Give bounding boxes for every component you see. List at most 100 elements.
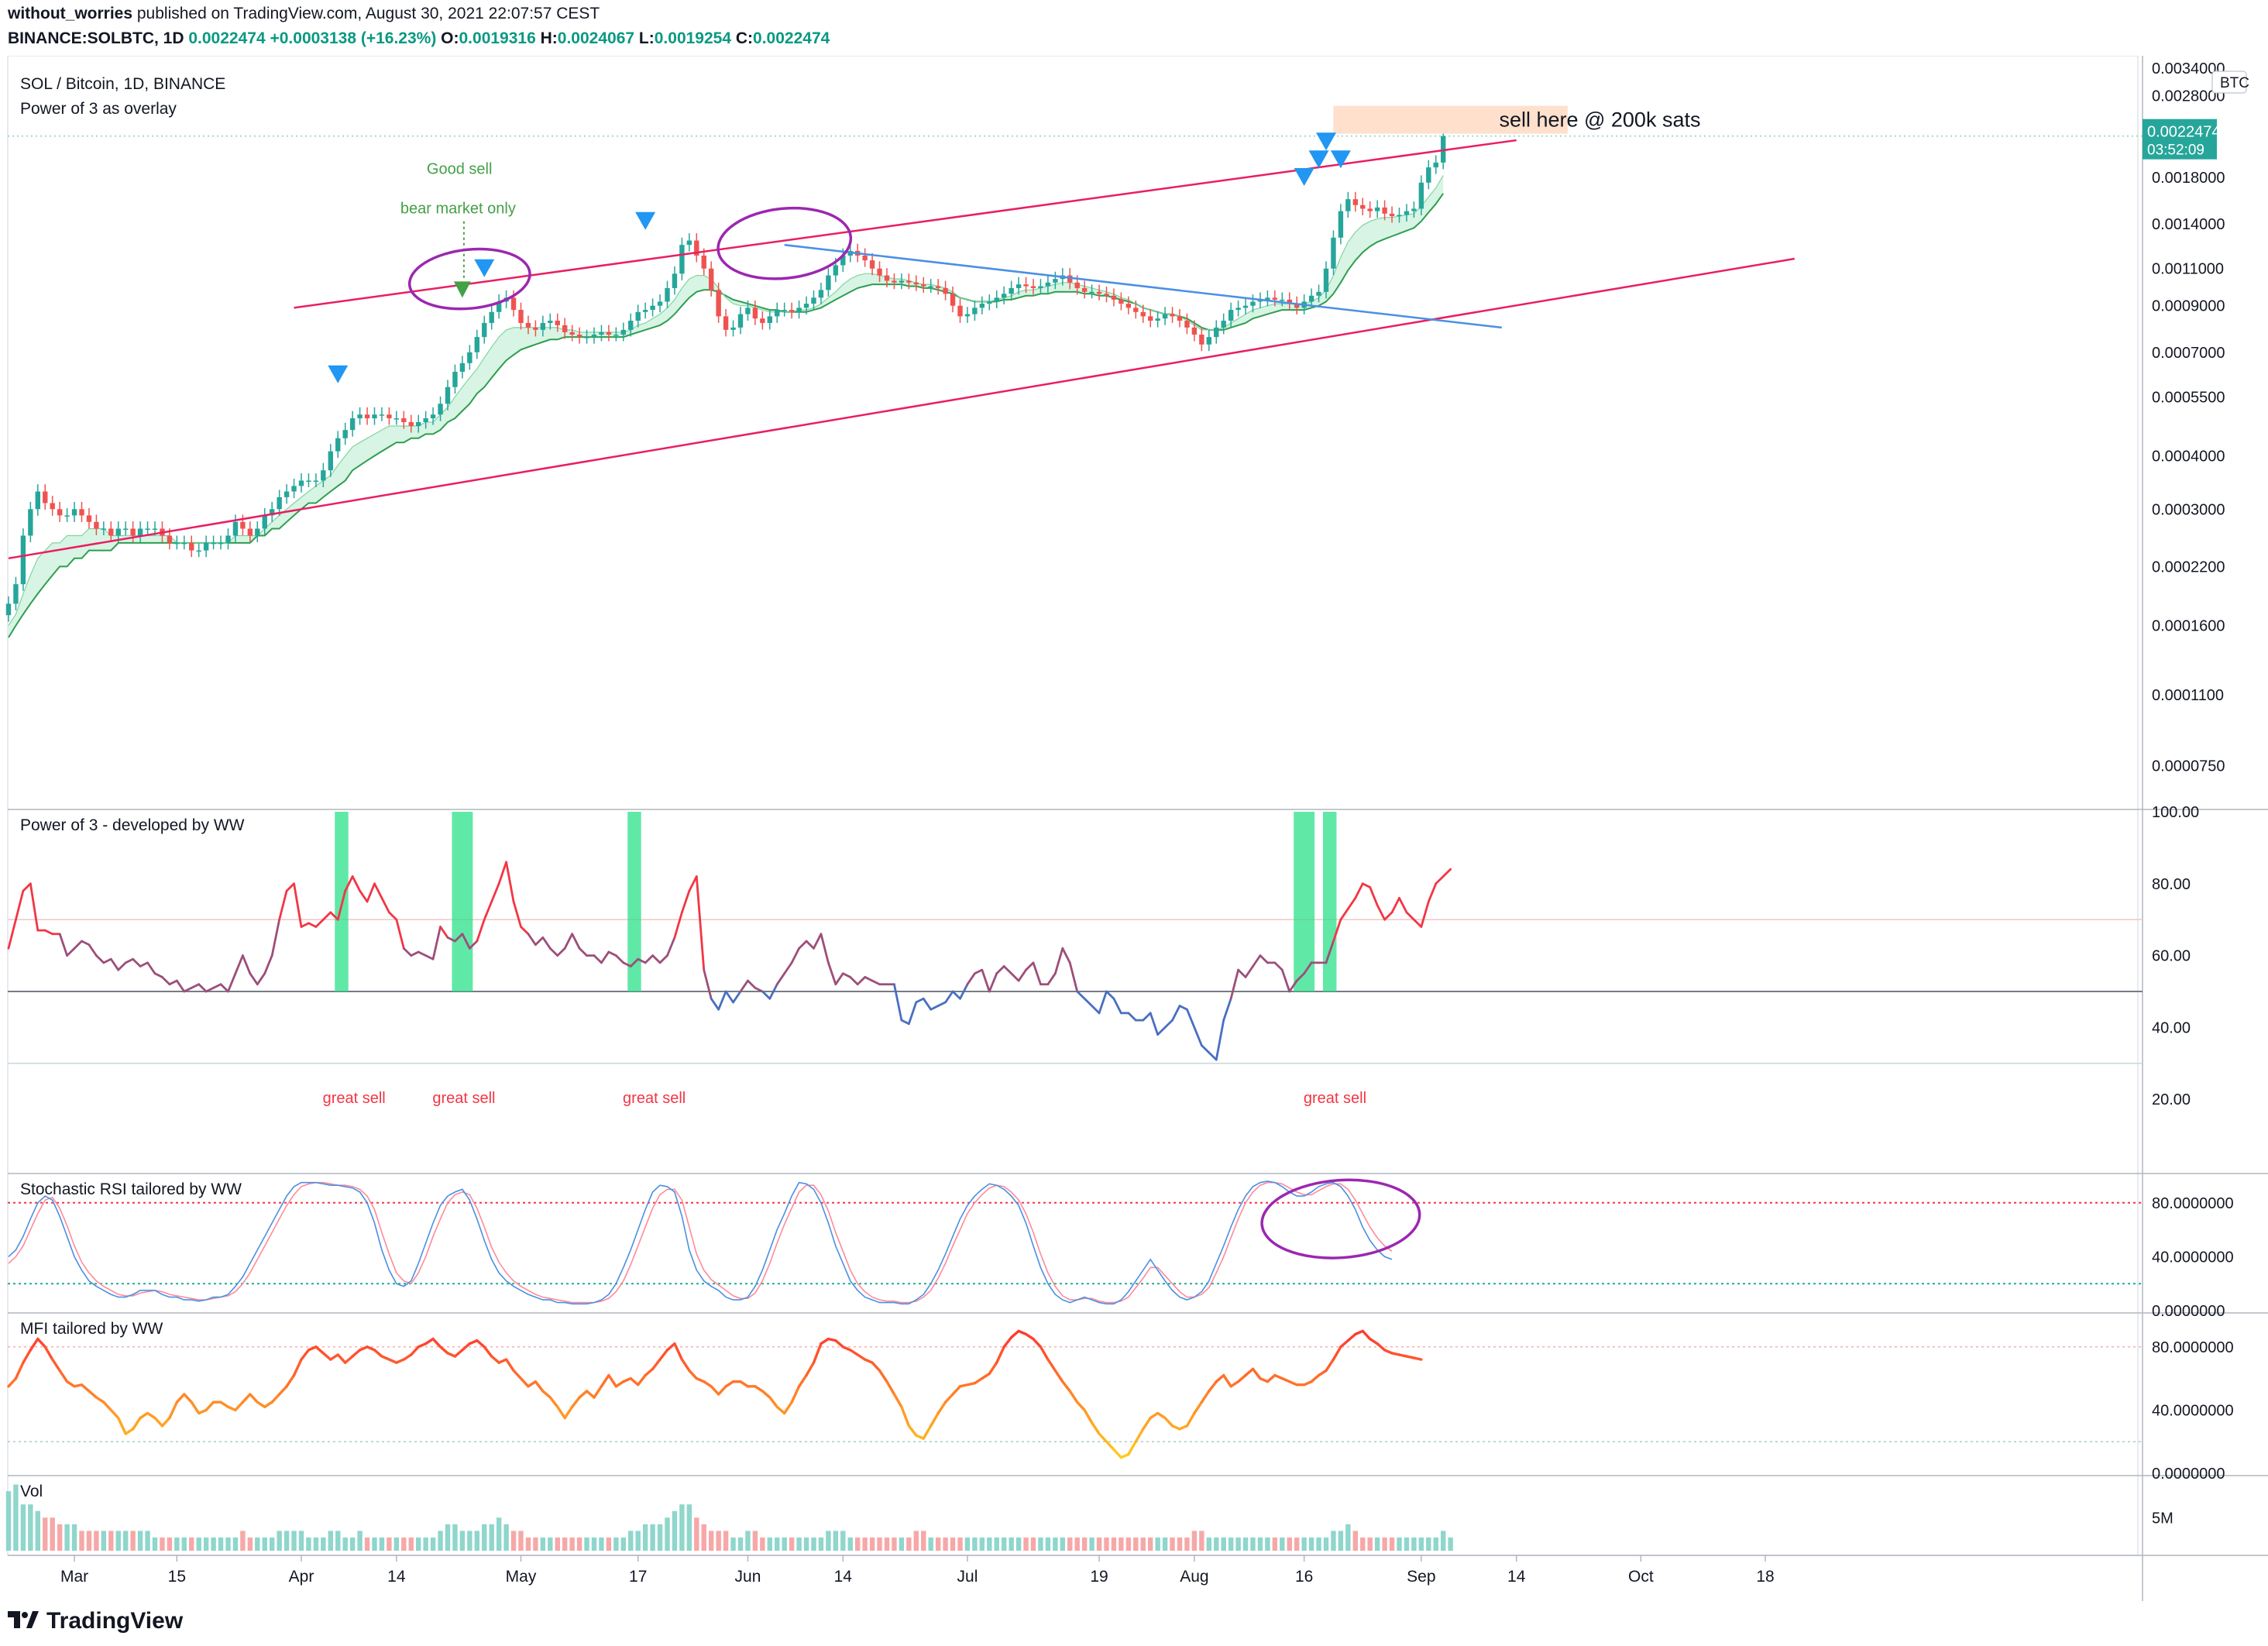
volume-bar (328, 1531, 333, 1551)
candle-body (686, 240, 692, 246)
candle-body (811, 297, 816, 304)
volume-bar (1352, 1531, 1358, 1551)
candle-body (694, 240, 699, 256)
candle-body (438, 404, 443, 415)
candle-body (94, 521, 99, 529)
mfi-line-segment (570, 1396, 581, 1409)
candle-body (745, 308, 751, 314)
chart-frame (7, 56, 2139, 1556)
pow3-line-segment (1295, 972, 1306, 982)
pow3-line-segment (732, 990, 742, 1004)
mfi-line-segment (102, 1400, 113, 1412)
good-sell-triangle (453, 281, 471, 298)
pow3-line-segment (256, 972, 266, 986)
pow3-line-segment (1142, 1012, 1152, 1022)
currency-badge (2211, 70, 2247, 94)
candle-body (906, 280, 912, 283)
pow3-line-segment (468, 940, 479, 950)
mfi-line-segment (775, 1405, 786, 1415)
pow3-line-segment (936, 1001, 947, 1007)
indicator-title: MFI tailored by WW (20, 1320, 163, 1338)
candle-body (672, 273, 678, 288)
volume-bar (599, 1537, 604, 1551)
time-tick-label: 15 (168, 1568, 186, 1586)
indicator-title: Stochastic RSI tailored by WW (20, 1180, 242, 1198)
mfi-line-segment (593, 1385, 603, 1399)
candle-body (1235, 308, 1241, 311)
indicator-tick-label: 80.00 (2152, 876, 2191, 893)
candle-body (987, 301, 992, 304)
volume-bar (408, 1537, 414, 1551)
pow3-line-segment (644, 954, 654, 964)
volume-bar (28, 1504, 33, 1551)
candle-body (1272, 297, 1278, 300)
mfi-line-segment (1310, 1373, 1321, 1383)
published-text: published on TradingView.com, August 30,… (136, 5, 600, 22)
publisher-line: without_worries published on TradingView… (8, 5, 600, 23)
pow3-line-segment (497, 861, 507, 885)
mfi-line-segment (900, 1405, 911, 1428)
mfi-line-segment (1208, 1380, 1218, 1393)
mfi-line-segment (58, 1369, 69, 1383)
pow3-line-segment (308, 922, 318, 928)
pow3-line-segment (314, 918, 325, 928)
candle-body (1250, 301, 1256, 306)
volume-bar (101, 1531, 107, 1551)
descending-trendline (784, 243, 1502, 329)
volume-bar (855, 1537, 861, 1551)
low-value: 0.0019254 (654, 29, 732, 47)
mfi-line-segment (219, 1400, 230, 1409)
pow3-line-segment (1237, 968, 1247, 978)
volume-bar (247, 1537, 253, 1551)
close-value: 0.0022474 (753, 29, 830, 47)
candle-body (79, 509, 84, 516)
candle-body (548, 321, 553, 323)
pow3-line-segment (387, 911, 398, 921)
indicator-tick-label: 40.00 (2152, 1019, 2191, 1036)
volume-bar (1404, 1537, 1410, 1551)
pow3-line-segment (1163, 1019, 1174, 1029)
publisher-name[interactable]: without_worries (8, 5, 133, 22)
price-tick-label: 0.0018000 (2152, 170, 2225, 187)
volume-bar (950, 1537, 956, 1551)
pow3-line-segment (541, 936, 552, 950)
pow3-line-segment (944, 990, 954, 1004)
candle-body (1382, 207, 1387, 214)
pow3-line-segment (58, 933, 68, 957)
volume-bar (1170, 1537, 1175, 1551)
mfi-line-segment (1376, 1342, 1387, 1352)
mfi-line-segment (512, 1369, 523, 1380)
pow3-line-segment (1229, 968, 1239, 1000)
volume-bar (445, 1524, 451, 1551)
candle-body (913, 282, 919, 285)
candle-body (247, 528, 253, 536)
volume-bar (709, 1531, 714, 1551)
pow3-line-segment (1390, 896, 1400, 914)
mfi-line-segment (14, 1361, 25, 1380)
volume-bar (1015, 1537, 1022, 1551)
tradingview-brand[interactable]: TradingView (46, 1608, 184, 1634)
pow3-line-segment (1025, 961, 1035, 971)
volume-bar (686, 1504, 692, 1551)
candle-body (818, 290, 824, 298)
pow3-line-segment (43, 929, 54, 936)
pow3-highlight (627, 812, 641, 991)
open-value: 0.0019316 (459, 29, 536, 47)
candle-body (1214, 327, 1219, 338)
mfi-line-segment (1222, 1373, 1232, 1388)
mfi-line-segment (453, 1349, 464, 1358)
candle-body (555, 321, 560, 325)
chart-area[interactable]: 0.0028000 0.0018000 0.0014000 0.0011000 0.00… (0, 56, 2268, 1601)
pow3-line-segment (1244, 965, 1254, 978)
mfi-line-segment (1075, 1400, 1086, 1412)
candle-body (101, 528, 107, 530)
great-sell-label: great sell (432, 1090, 495, 1107)
volume-bar (489, 1524, 494, 1551)
pow3-line-segment (739, 979, 749, 993)
candle-body (994, 297, 999, 302)
pow3-line-segment (915, 997, 925, 1004)
volume-bar (416, 1537, 421, 1551)
price-tick-label: 0.0002200 (2152, 558, 2225, 576)
volume-bar (130, 1531, 136, 1551)
mfi-line-segment (534, 1380, 545, 1393)
